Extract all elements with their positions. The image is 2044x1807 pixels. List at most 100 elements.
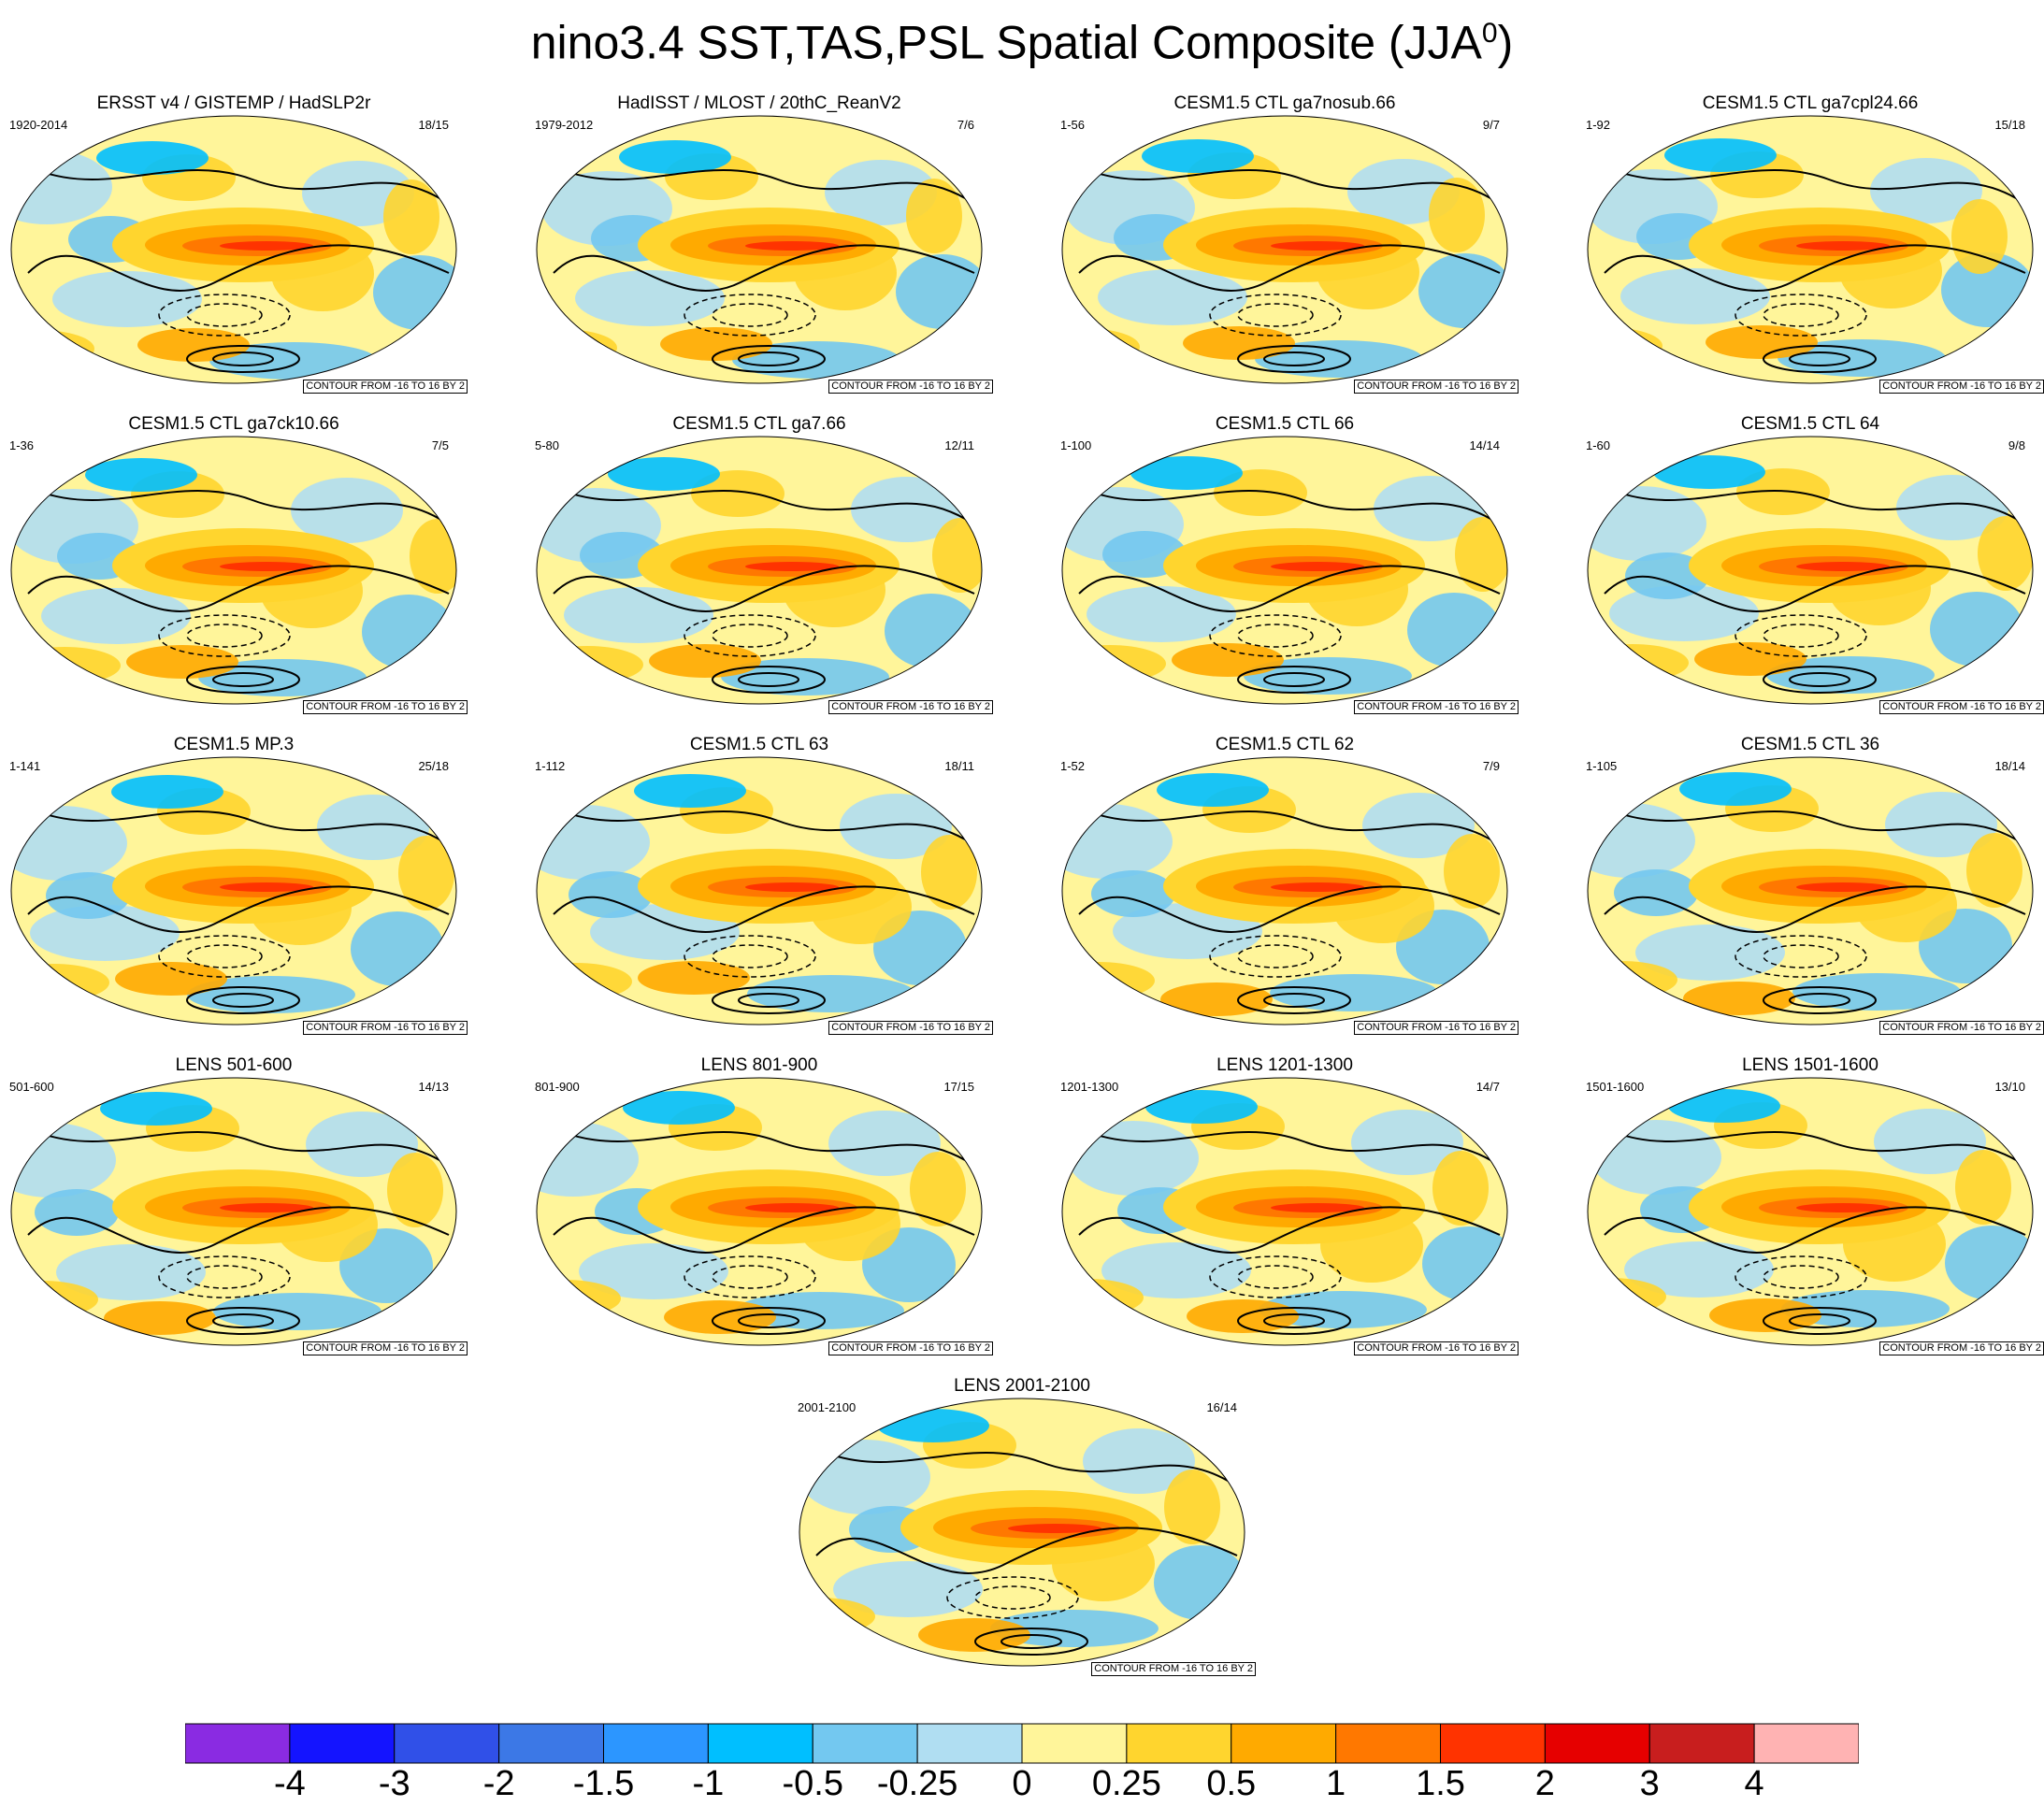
panel-count: 9/8 [2008, 438, 2025, 452]
panel-years: 1920-2014 [9, 118, 68, 132]
colorbar-swatch [185, 1723, 291, 1764]
panel-title: CESM1.5 CTL 64 [1740, 414, 1880, 434]
panel-years: 801-900 [535, 1080, 580, 1094]
robinson-map [10, 436, 457, 705]
map-panel: HadISST / MLOST / 20thC_ReanV2 1979-2012 7… [525, 93, 993, 402]
colorbar-tick-label: -0.25 [876, 1764, 958, 1803]
colorbar-swatch [394, 1723, 500, 1764]
panel-years: 1501-1600 [1586, 1080, 1645, 1094]
colorbar [185, 1723, 1859, 1764]
contour-note: CONTOUR FROM -16 TO 16 BY 2 [1354, 700, 1519, 714]
colorbar-tick-label: 3 [1639, 1764, 1660, 1803]
colorbar-swatch [1126, 1723, 1232, 1764]
map-panel: LENS 2001-2100 2001-2100 16/14 CONTOUR FROM… [788, 1376, 1256, 1685]
map-panel: LENS 501-600 501-600 14/13 CONTOUR FROM -16… [0, 1055, 468, 1364]
contour-note: CONTOUR FROM -16 TO 16 BY 2 [828, 1021, 993, 1035]
contour-note: CONTOUR FROM -16 TO 16 BY 2 [303, 1021, 468, 1035]
colorbar-tick-label: -2 [482, 1764, 515, 1803]
colorbar-swatch [812, 1723, 918, 1764]
panel-title: LENS 1501-1600 [1742, 1055, 1878, 1075]
contour-note: CONTOUR FROM -16 TO 16 BY 2 [1354, 1341, 1519, 1355]
robinson-map [1061, 1077, 1508, 1346]
panel-title: ERSST v4 / GISTEMP / HadSLP2r [96, 93, 371, 113]
contour-note: CONTOUR FROM -16 TO 16 BY 2 [303, 1341, 468, 1355]
panel-years: 1-36 [9, 438, 35, 452]
colorbar-tick-label: 1.5 [1416, 1764, 1465, 1803]
panel-years: 1-100 [1060, 438, 1092, 452]
map-panel: LENS 1501-1600 1501-1600 13/10 CONTOUR FROM… [1576, 1055, 2044, 1364]
robinson-map [10, 115, 457, 384]
panel-title: CESM1.5 CTL ga7ck10.66 [128, 414, 339, 434]
colorbar-swatch [603, 1723, 709, 1764]
page-title: nino3.4 SST,TAS,PSL Spatial Composite (J… [530, 16, 1514, 69]
panel-count: 14/14 [1469, 438, 1500, 452]
panel-years: 1-60 [1586, 438, 1611, 452]
contour-note: CONTOUR FROM -16 TO 16 BY 2 [1879, 1341, 2044, 1355]
contour-note: CONTOUR FROM -16 TO 16 BY 2 [1879, 700, 2044, 714]
panel-years: 1-92 [1586, 118, 1611, 132]
map-panel: ERSST v4 / GISTEMP / HadSLP2r 1920-2014 18… [0, 93, 468, 402]
panel-title: CESM1.5 CTL 62 [1215, 735, 1355, 754]
colorbar-tick-label: -0.5 [782, 1764, 843, 1803]
panel-count: 16/14 [1206, 1400, 1237, 1414]
colorbar-swatch [1753, 1723, 1859, 1764]
panel-title: LENS 801-900 [700, 1055, 818, 1075]
robinson-map [799, 1398, 1245, 1667]
panel-title: CESM1.5 MP.3 [173, 735, 295, 754]
colorbar-swatch [1335, 1723, 1441, 1764]
contour-note: CONTOUR FROM -16 TO 16 BY 2 [1879, 380, 2044, 394]
colorbar-swatch [1440, 1723, 1546, 1764]
panel-title: LENS 1201-1300 [1216, 1055, 1353, 1075]
colorbar-tick-label: 2 [1534, 1764, 1555, 1803]
map-panel: CESM1.5 CTL 64 1-60 9/8 CONTOUR FROM -16 TO… [1576, 414, 2044, 723]
panel-title: CESM1.5 CTL ga7cpl24.66 [1702, 93, 1919, 113]
contour-note: CONTOUR FROM -16 TO 16 BY 2 [828, 1341, 993, 1355]
contour-note: CONTOUR FROM -16 TO 16 BY 2 [303, 700, 468, 714]
colorbar-swatch [1021, 1723, 1128, 1764]
robinson-map [1061, 115, 1508, 384]
panel-years: 1-112 [535, 759, 566, 773]
panel-title: LENS 2001-2100 [954, 1376, 1090, 1396]
panel-count: 7/9 [1482, 759, 1500, 773]
panel-count: 18/11 [944, 759, 974, 773]
colorbar-tick-label: 4 [1744, 1764, 1764, 1803]
contour-note: CONTOUR FROM -16 TO 16 BY 2 [1879, 1021, 2044, 1035]
panel-count: 14/7 [1475, 1080, 1500, 1094]
robinson-map [536, 115, 983, 384]
robinson-map [1061, 436, 1508, 705]
panel-title: LENS 501-600 [175, 1055, 293, 1075]
robinson-map [1587, 1077, 2034, 1346]
colorbar-tick-label: -4 [273, 1764, 306, 1803]
panel-years: 1201-1300 [1060, 1080, 1119, 1094]
panel-count: 14/13 [418, 1080, 449, 1094]
map-panel: CESM1.5 CTL 62 1-52 7/9 CONTOUR FROM -16 TO… [1051, 735, 1519, 1043]
robinson-map [1061, 756, 1508, 1025]
panel-title: CESM1.5 CTL 63 [689, 735, 829, 754]
panel-title: CESM1.5 CTL ga7nosub.66 [1173, 93, 1396, 113]
panel-count: 7/5 [431, 438, 449, 452]
map-panel: CESM1.5 CTL 63 1-112 18/11 CONTOUR FROM -16… [525, 735, 993, 1043]
colorbar-tick-label: -1 [692, 1764, 725, 1803]
panel-years: 1-56 [1060, 118, 1086, 132]
panel-years: 1979-2012 [535, 118, 594, 132]
colorbar-tick-label: 0.25 [1091, 1764, 1161, 1803]
robinson-map [1587, 756, 2034, 1025]
panel-title: CESM1.5 CTL ga7.66 [672, 414, 846, 434]
robinson-map [10, 756, 457, 1025]
map-panel: LENS 801-900 801-900 17/15 CONTOUR FROM -16… [525, 1055, 993, 1364]
colorbar-tick-label: 0.5 [1206, 1764, 1257, 1803]
colorbar-swatch [498, 1723, 604, 1764]
panel-count: 25/18 [418, 759, 449, 773]
map-panel: CESM1.5 CTL 36 1-105 18/14 CONTOUR FROM -16… [1576, 735, 2044, 1043]
panel-count: 9/7 [1482, 118, 1500, 132]
panel-title: HadISST / MLOST / 20thC_ReanV2 [617, 93, 901, 113]
colorbar-tick-label: -1.5 [572, 1764, 635, 1803]
panel-years: 2001-2100 [798, 1400, 856, 1414]
contour-note: CONTOUR FROM -16 TO 16 BY 2 [303, 380, 468, 394]
map-panel: CESM1.5 MP.3 1-141 25/18 CONTOUR FROM -16 T… [0, 735, 468, 1043]
colorbar-swatch [1544, 1723, 1650, 1764]
contour-note: CONTOUR FROM -16 TO 16 BY 2 [1091, 1662, 1256, 1676]
panel-years: 501-600 [9, 1080, 54, 1094]
colorbar-tick-label: 0 [1012, 1764, 1032, 1803]
panel-years: 1-105 [1586, 759, 1618, 773]
